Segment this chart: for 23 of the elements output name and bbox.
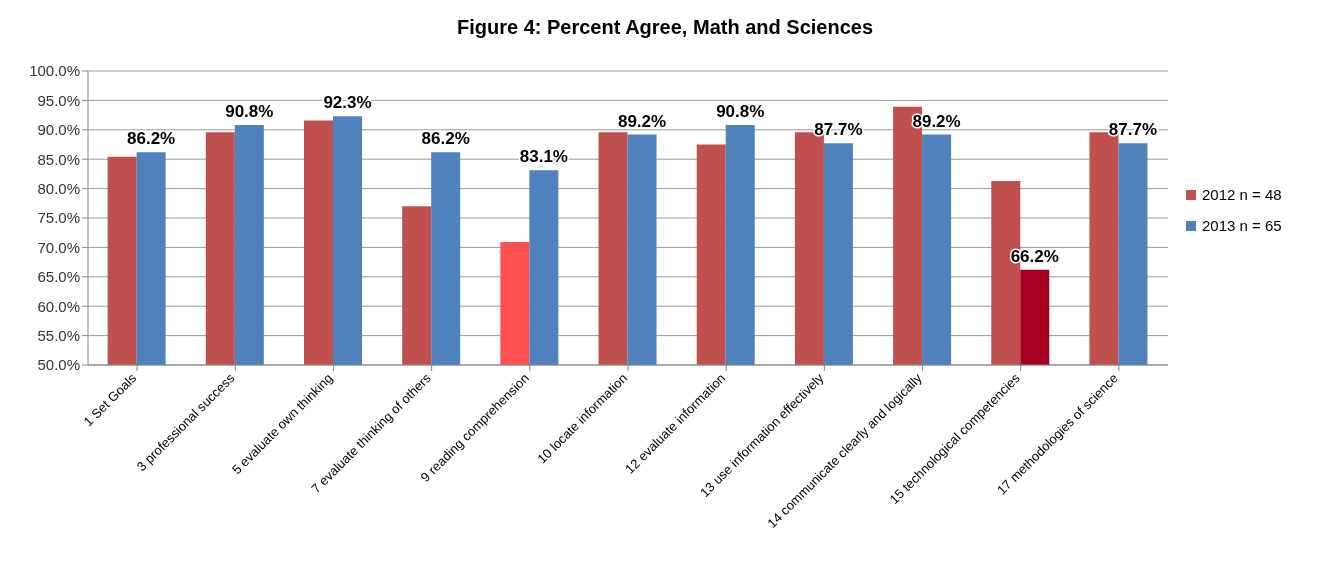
data-label: 83.1%	[519, 147, 568, 167]
data-label: 86.2%	[127, 129, 176, 149]
y-tick-label: 50.0%	[37, 356, 80, 374]
legend-label: 2012 n = 48	[1202, 186, 1282, 203]
data-label: 87.7%	[814, 120, 863, 140]
data-label: 92.3%	[323, 93, 372, 113]
data-label: 89.2%	[617, 111, 667, 131]
data-label: 90.8%	[716, 102, 765, 122]
y-tick-label: 100.0%	[29, 62, 80, 80]
y-tick-label: 60.0%	[37, 297, 80, 315]
data-label: 90.8%	[225, 102, 274, 122]
y-tick-label: 95.0%	[37, 91, 80, 109]
chart-title: Figure 4: Percent Agree, Math and Sciences	[455, 15, 875, 40]
y-tick-label: 55.0%	[37, 326, 80, 344]
y-tick-label: 70.0%	[37, 238, 80, 256]
legend-label: 2013 n = 65	[1202, 217, 1282, 234]
y-tick-label: 75.0%	[37, 209, 80, 227]
y-tick-label: 85.0%	[37, 150, 80, 168]
y-tick-label: 80.0%	[37, 179, 80, 197]
y-tick-label: 90.0%	[37, 121, 80, 139]
y-tick-label: 65.0%	[37, 268, 80, 286]
data-label: 87.7%	[1108, 120, 1158, 140]
data-label: 86.2%	[421, 129, 470, 149]
